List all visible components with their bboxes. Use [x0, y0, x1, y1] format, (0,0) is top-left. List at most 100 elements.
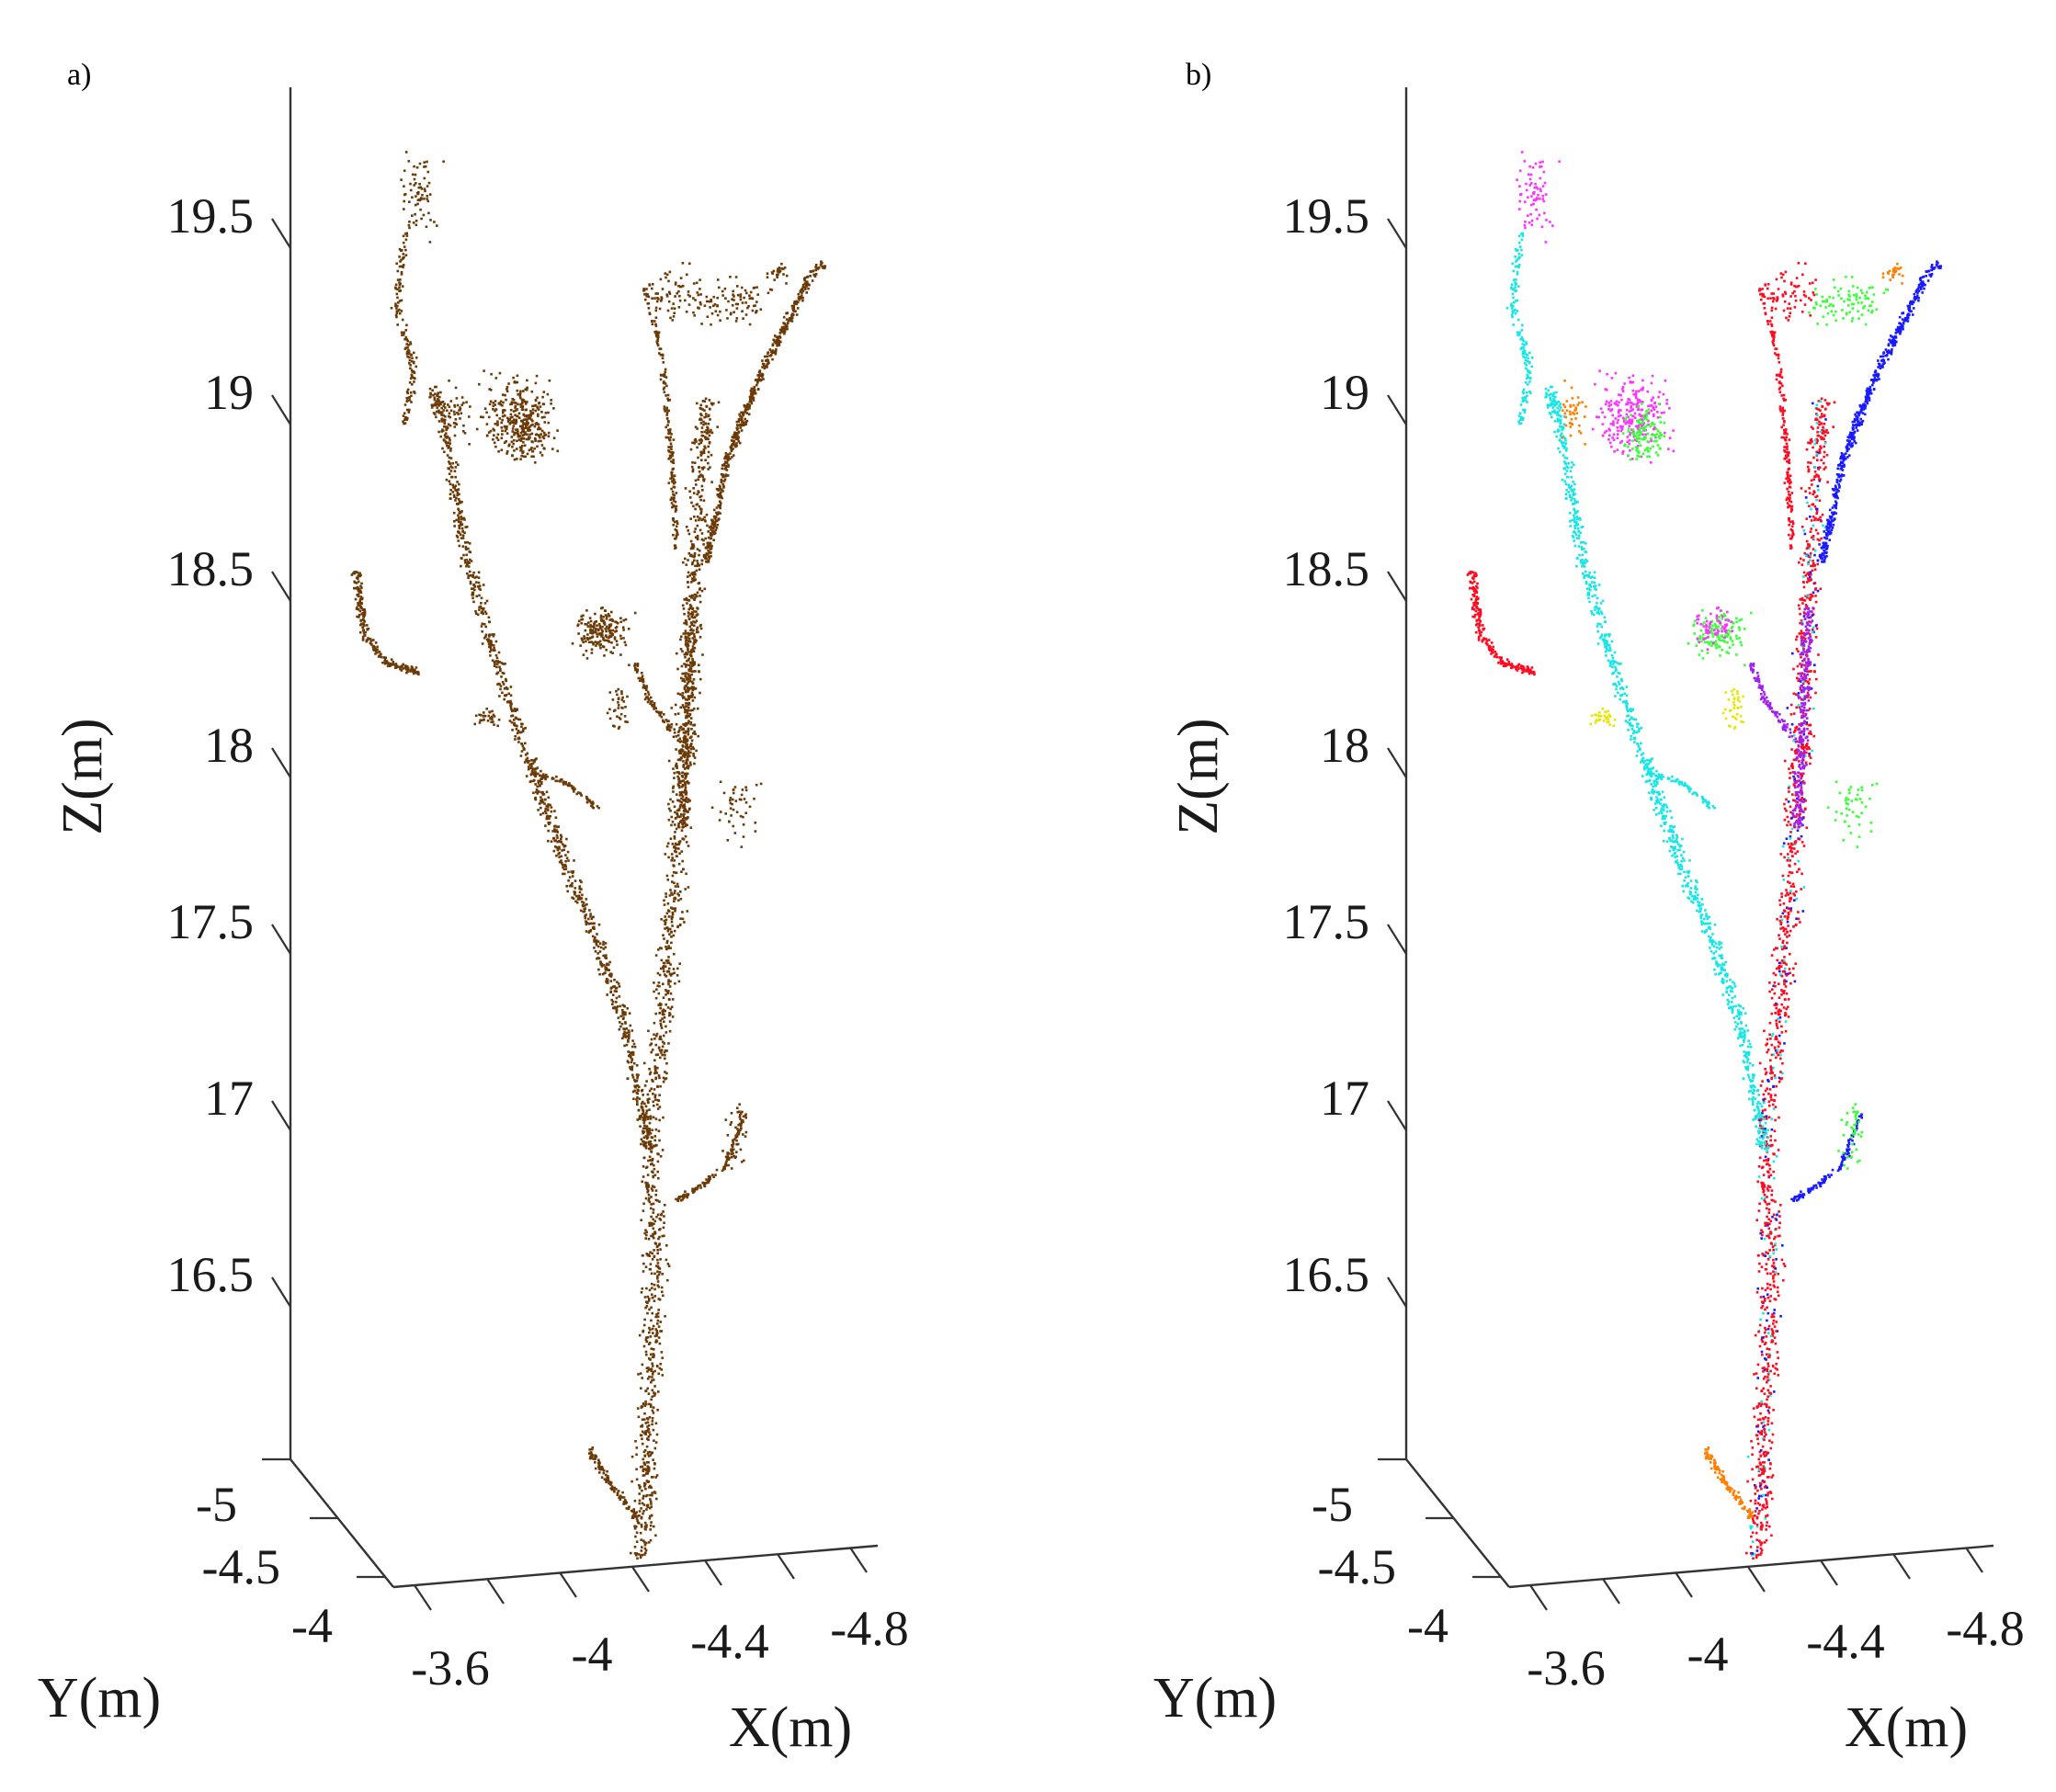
data-point: [699, 1186, 702, 1189]
data-point: [693, 663, 696, 666]
data-point: [596, 940, 600, 943]
data-point: [547, 839, 550, 843]
data-point: [687, 765, 690, 767]
data-point: [588, 637, 591, 640]
data-point: [660, 297, 664, 300]
data-point: [666, 902, 670, 905]
data-point: [731, 1150, 733, 1153]
data-point: [446, 444, 449, 448]
data-point: [420, 197, 423, 199]
data-point: [763, 367, 767, 370]
data-point: [687, 746, 691, 749]
data-point: [513, 433, 516, 437]
data-point: [641, 672, 643, 675]
data-point: [504, 663, 506, 665]
data-point: [732, 1148, 735, 1151]
data-point: [781, 331, 784, 334]
data-point: [799, 296, 801, 300]
data-point: [671, 453, 674, 456]
data-point: [582, 902, 585, 904]
data-point: [402, 663, 404, 666]
data-point: [662, 1008, 665, 1012]
data-point: [554, 816, 558, 819]
data-point: [649, 696, 653, 699]
data-point: [742, 1115, 745, 1118]
data-point: [667, 1265, 671, 1267]
data-point: [712, 295, 715, 299]
data-point: [653, 1066, 657, 1070]
data-point: [708, 434, 711, 437]
data-point: [649, 1251, 652, 1253]
data-point: [615, 996, 619, 1000]
data-point: [674, 885, 677, 888]
data-point: [771, 357, 774, 361]
data-point: [733, 299, 735, 301]
data-point: [536, 445, 539, 448]
data-point: [541, 436, 545, 438]
data-point: [657, 1372, 660, 1376]
data-point: [744, 289, 747, 292]
data-point: [695, 614, 699, 617]
data-point: [622, 1503, 625, 1505]
data-point: [670, 920, 674, 924]
data-point: [642, 677, 645, 681]
data-point: [754, 822, 757, 824]
data-point: [689, 667, 693, 671]
data-point: [734, 320, 738, 323]
data-point: [656, 710, 659, 714]
data-point: [739, 424, 743, 426]
data-point: [686, 639, 688, 641]
data-point: [449, 442, 451, 445]
data-point: [509, 706, 513, 709]
data-point: [622, 1035, 625, 1038]
data-point: [683, 751, 686, 754]
data-point: [683, 1194, 686, 1197]
data-point: [438, 401, 442, 404]
data-point: [683, 612, 686, 616]
data-point: [645, 1469, 648, 1472]
data-point: [735, 444, 738, 448]
data-point: [639, 1485, 642, 1489]
data-point: [528, 767, 530, 771]
data-point: [353, 571, 356, 573]
data-point: [700, 518, 703, 522]
data-point: [681, 672, 684, 675]
data-point: [693, 516, 696, 518]
data-point: [731, 456, 733, 459]
data-point: [642, 1539, 645, 1542]
data-point: [651, 1170, 653, 1174]
data-point: [686, 780, 689, 783]
data-point: [727, 1158, 730, 1161]
data-point: [688, 625, 692, 629]
data-point: [685, 652, 687, 654]
data-point: [687, 599, 691, 602]
data-point: [687, 729, 690, 732]
data-point: [405, 234, 409, 237]
data-point: [503, 687, 506, 690]
data-point: [610, 632, 614, 635]
data-point: [654, 1315, 657, 1319]
data-point: [660, 1024, 663, 1027]
data-point: [686, 682, 689, 686]
data-point: [394, 287, 397, 290]
data-point: [670, 823, 673, 827]
data-point: [442, 409, 446, 412]
data-point: [747, 413, 751, 416]
data-point: [602, 943, 605, 947]
data-point: [518, 731, 521, 734]
data-point: [642, 1175, 645, 1178]
data-point: [783, 332, 786, 335]
data-point: [667, 759, 671, 763]
data-point: [776, 273, 778, 277]
data-point: [753, 286, 756, 289]
data-point: [676, 291, 678, 295]
data-point: [423, 176, 426, 180]
data-point: [666, 309, 670, 312]
data-point: [411, 383, 414, 386]
data-point: [645, 1287, 648, 1290]
data-point: [641, 1442, 644, 1446]
data-point: [636, 1557, 639, 1560]
data-point: [415, 223, 418, 227]
data-point: [605, 978, 608, 981]
data-point: [733, 311, 735, 313]
